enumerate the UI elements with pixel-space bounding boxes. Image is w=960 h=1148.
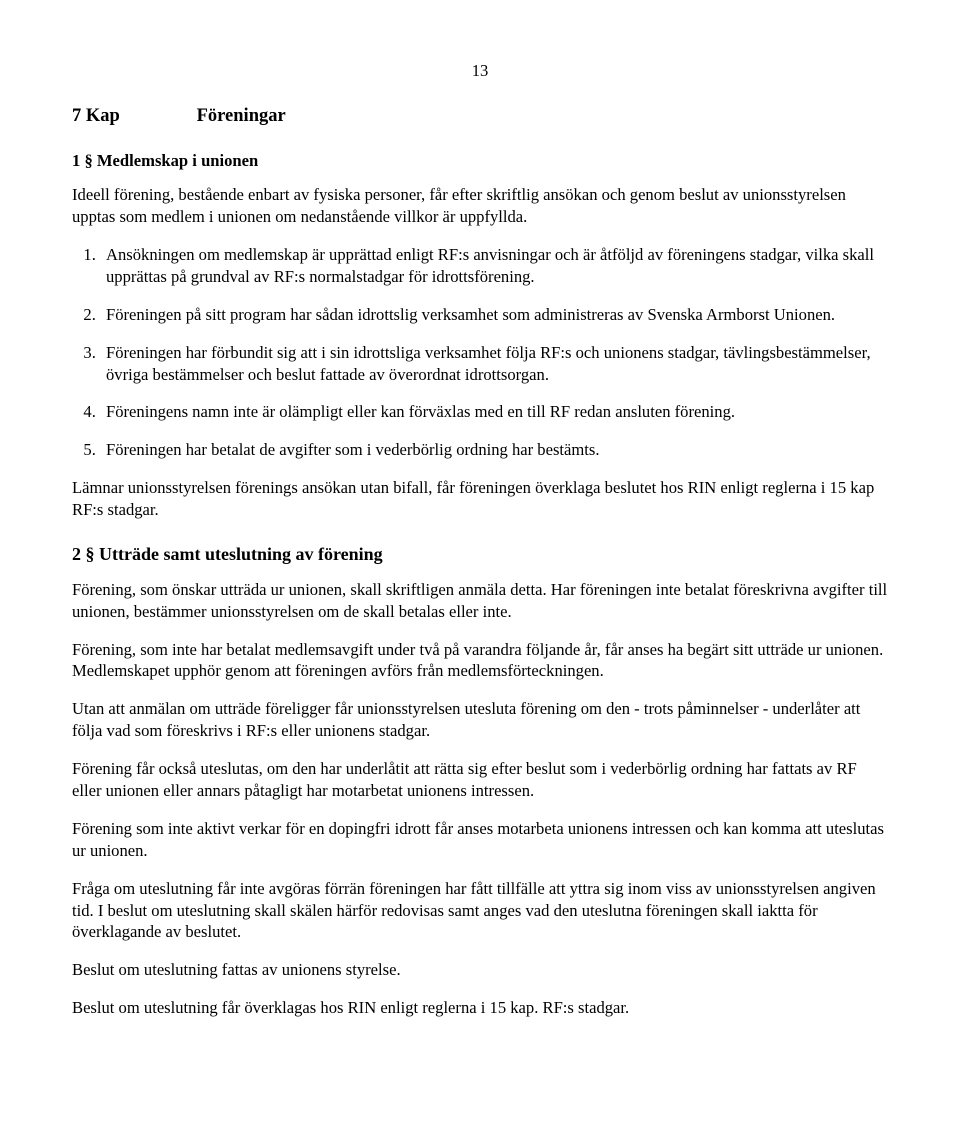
section-2-para: Beslut om uteslutning får överklagas hos… bbox=[72, 997, 888, 1019]
section-2-para: Fråga om uteslutning får inte avgöras fö… bbox=[72, 878, 888, 944]
section-1-after: Lämnar unionsstyrelsen förenings ansökan… bbox=[72, 477, 888, 521]
list-item: Föreningen har betalat de avgifter som i… bbox=[100, 439, 888, 461]
list-item: Föreningen har förbundit sig att i sin i… bbox=[100, 342, 888, 386]
section-2-para: Förening får också uteslutas, om den har… bbox=[72, 758, 888, 802]
section-2-para: Beslut om uteslutning fattas av unionens… bbox=[72, 959, 888, 981]
section-2-para: Utan att anmälan om utträde föreligger f… bbox=[72, 698, 888, 742]
section-2-para: Förening, som inte har betalat medlemsav… bbox=[72, 639, 888, 683]
section-1-heading: 1 § Medlemskap i unionen bbox=[72, 150, 888, 172]
section-2-heading: 2 § Utträde samt uteslutning av förening bbox=[72, 543, 888, 567]
chapter-title: Föreningar bbox=[197, 106, 286, 126]
chapter-number: 7 Kap bbox=[72, 104, 192, 128]
list-item: Föreningens namn inte är olämpligt eller… bbox=[100, 401, 888, 423]
section-2-para: Förening som inte aktivt verkar för en d… bbox=[72, 818, 888, 862]
chapter-heading: 7 Kap Föreningar bbox=[72, 104, 888, 128]
section-2-para: Förening, som önskar utträda ur unionen,… bbox=[72, 579, 888, 623]
section-1-list: Ansökningen om medlemskap är upprättad e… bbox=[72, 244, 888, 461]
page-number: 13 bbox=[72, 60, 888, 82]
section-1-intro: Ideell förening, bestående enbart av fys… bbox=[72, 184, 888, 228]
list-item: Föreningen på sitt program har sådan idr… bbox=[100, 304, 888, 326]
list-item: Ansökningen om medlemskap är upprättad e… bbox=[100, 244, 888, 288]
